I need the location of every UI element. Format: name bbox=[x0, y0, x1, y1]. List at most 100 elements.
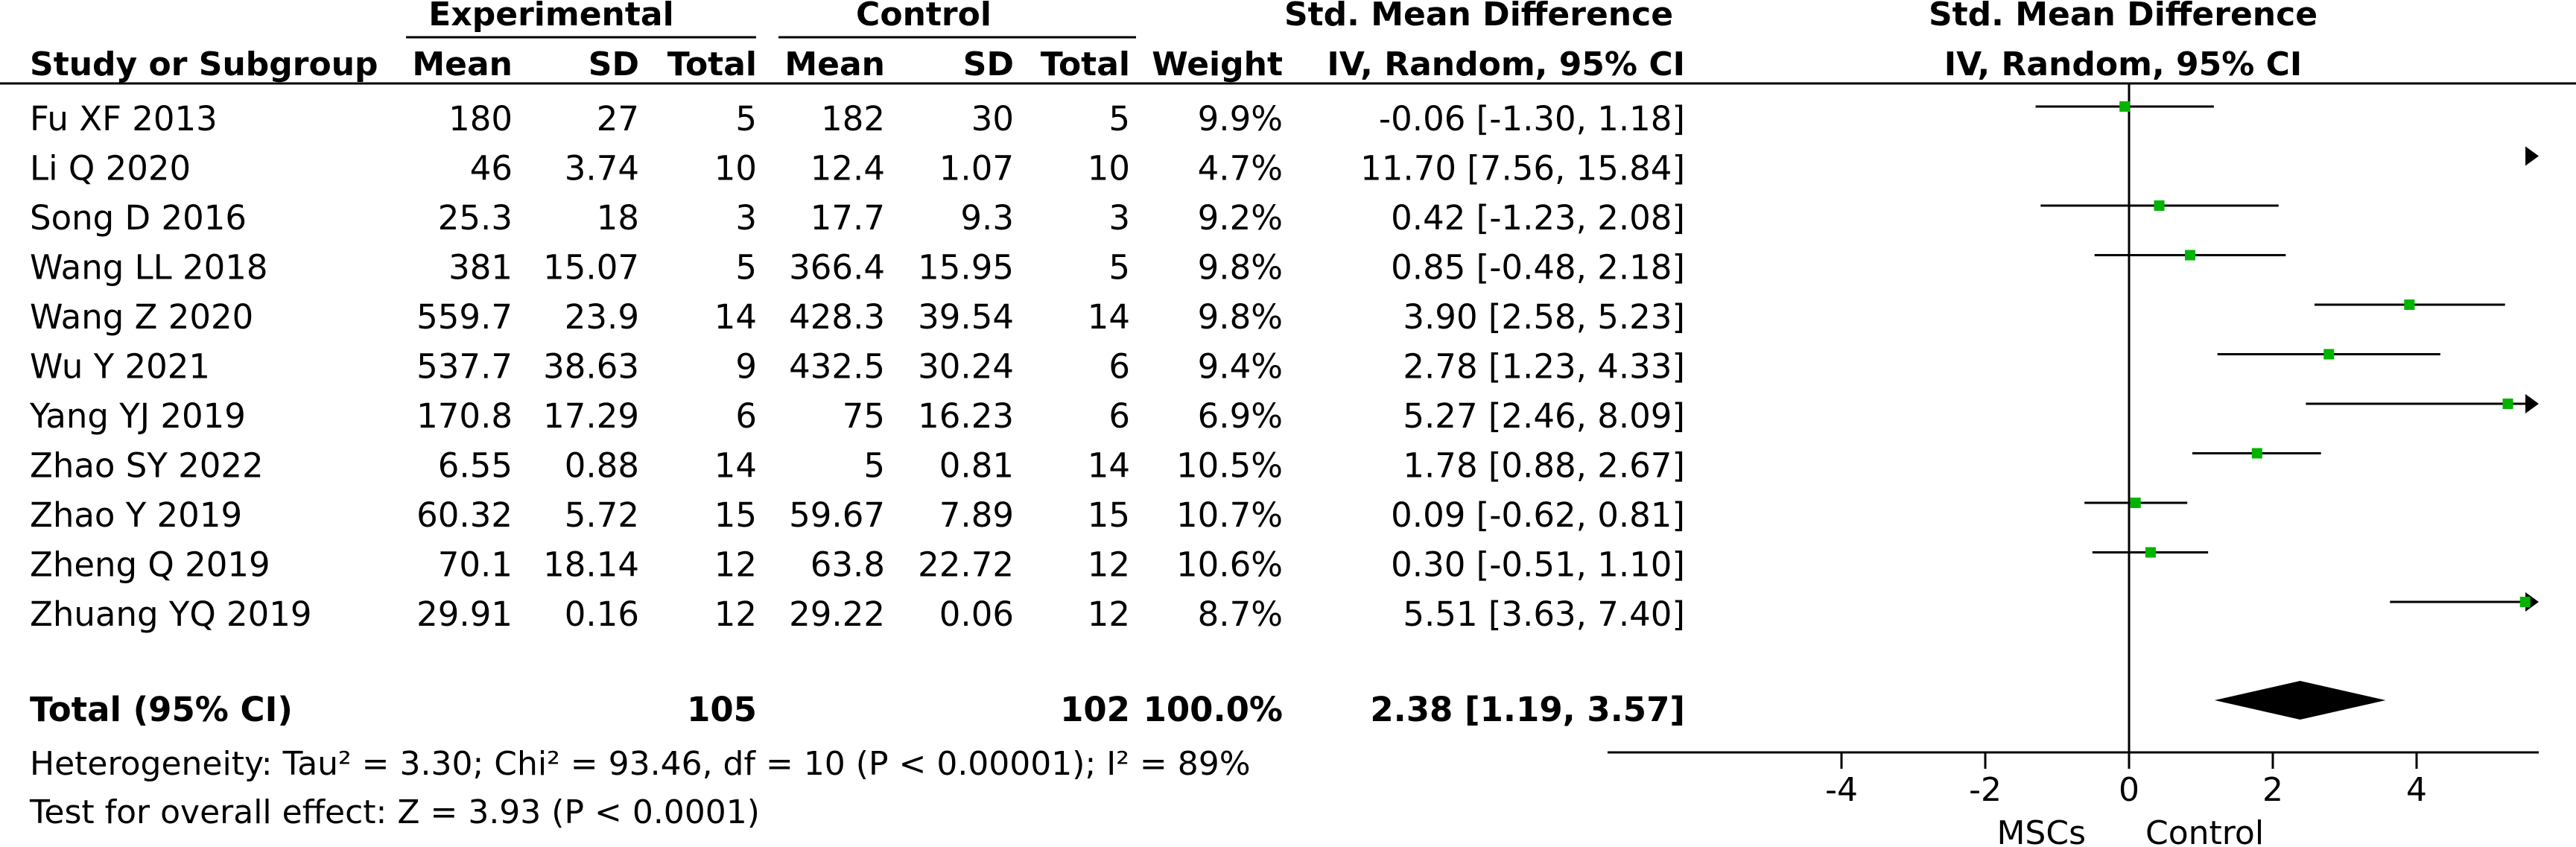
row-sd-c: 9.3 bbox=[960, 198, 1014, 238]
header-experimental: Experimental bbox=[428, 0, 673, 34]
total-ci-text: 2.38 [1.19, 3.57] bbox=[1370, 690, 1685, 729]
row-mean-e: 170.8 bbox=[416, 396, 513, 436]
header-mean-c: Mean bbox=[784, 45, 885, 83]
row-mean-e: 25.3 bbox=[438, 198, 513, 238]
row-sd-e: 0.16 bbox=[565, 594, 639, 634]
study-square bbox=[2519, 597, 2531, 607]
header-total-e: Total bbox=[667, 45, 757, 83]
row-sd-e: 17.29 bbox=[543, 396, 639, 436]
x-tick-label: -2 bbox=[1969, 771, 2002, 809]
row-mean-e: 381 bbox=[448, 248, 513, 288]
row-total-c: 12 bbox=[1088, 594, 1130, 634]
row-sd-e: 5.72 bbox=[565, 495, 639, 535]
row-sd-e: 3.74 bbox=[565, 149, 639, 188]
header-ci-right: IV, Random, 95% CI bbox=[1944, 45, 2303, 83]
row-sd-e: 15.07 bbox=[543, 248, 639, 288]
total-weight: 100.0% bbox=[1143, 690, 1283, 729]
total-total-c: 102 bbox=[1060, 690, 1130, 729]
row-mean-e: 6.55 bbox=[438, 446, 513, 486]
row-mean-c: 5 bbox=[863, 446, 885, 486]
row-mean-c: 432.5 bbox=[789, 347, 885, 387]
row-total-c: 10 bbox=[1088, 149, 1130, 188]
row-study-name: Wang LL 2018 bbox=[30, 248, 268, 288]
axis-label-left: MSCs bbox=[1996, 814, 2086, 847]
total-total-e: 105 bbox=[687, 690, 757, 729]
row-mean-e: 29.91 bbox=[416, 594, 513, 634]
row-mean-e: 180 bbox=[448, 99, 513, 139]
header-weight: Weight bbox=[1152, 45, 1283, 83]
pooled-diamond bbox=[2214, 681, 2386, 720]
row-weight: 10.6% bbox=[1176, 545, 1283, 585]
row-weight: 4.7% bbox=[1198, 149, 1283, 188]
row-total-e: 14 bbox=[714, 446, 757, 486]
ci-arrow bbox=[2525, 394, 2539, 413]
row-mean-e: 537.7 bbox=[416, 347, 513, 387]
row-ci-text: 2.78 [1.23, 4.33] bbox=[1403, 347, 1685, 387]
row-ci-text: 0.85 [-0.48, 2.18] bbox=[1391, 248, 1685, 288]
row-mean-c: 428.3 bbox=[789, 297, 885, 337]
row-total-e: 14 bbox=[714, 297, 757, 337]
row-total-e: 12 bbox=[714, 545, 757, 585]
x-tick-label: 4 bbox=[2406, 771, 2427, 809]
row-weight: 10.5% bbox=[1176, 446, 1283, 486]
row-sd-c: 15.95 bbox=[918, 248, 1014, 288]
row-total-c: 14 bbox=[1088, 297, 1130, 337]
row-sd-e: 23.9 bbox=[565, 297, 639, 337]
row-mean-c: 59.67 bbox=[789, 495, 885, 535]
header-smd-right: Std. Mean Difference bbox=[1929, 0, 2318, 34]
row-study-name: Yang YJ 2019 bbox=[29, 396, 246, 436]
row-ci-text: 5.51 [3.63, 7.40] bbox=[1403, 594, 1685, 634]
row-weight: 9.9% bbox=[1198, 99, 1283, 139]
row-sd-e: 27 bbox=[597, 99, 639, 139]
row-ci-text: 0.09 [-0.62, 0.81] bbox=[1391, 495, 1685, 535]
study-rows: Fu XF 2013 180 27 5 182 30 5 9.9% -0.06 [-1.30, … bbox=[29, 99, 1685, 634]
row-mean-e: 60.32 bbox=[416, 495, 513, 535]
row-ci-text: 0.42 [-1.23, 2.08] bbox=[1391, 198, 1685, 238]
row-mean-c: 29.22 bbox=[789, 594, 885, 634]
row-total-c: 14 bbox=[1088, 446, 1130, 486]
heterogeneity-text: Heterogeneity: Tau² = 3.30; Chi² = 93.46… bbox=[30, 745, 1251, 783]
row-study-name: Wang Z 2020 bbox=[30, 297, 253, 337]
row-study-name: Fu XF 2013 bbox=[30, 99, 218, 139]
header-control: Control bbox=[856, 0, 992, 34]
x-tick-label: 0 bbox=[2119, 771, 2139, 809]
study-square bbox=[2323, 349, 2335, 360]
row-mean-e: 46 bbox=[470, 149, 513, 188]
x-tick-label: -4 bbox=[1825, 771, 1858, 809]
row-mean-c: 366.4 bbox=[789, 248, 885, 288]
row-ci-text: 5.27 [2.46, 8.09] bbox=[1403, 396, 1685, 436]
row-mean-c: 17.7 bbox=[810, 198, 885, 238]
row-study-name: Zhao SY 2022 bbox=[30, 446, 264, 486]
row-weight: 9.2% bbox=[1198, 198, 1283, 238]
row-total-e: 12 bbox=[714, 594, 757, 634]
axis-label-right: Control bbox=[2145, 814, 2264, 847]
row-mean-c: 63.8 bbox=[810, 545, 885, 585]
row-total-e: 3 bbox=[735, 198, 757, 238]
row-weight: 9.4% bbox=[1198, 347, 1283, 387]
row-weight: 9.8% bbox=[1198, 297, 1283, 337]
row-sd-e: 38.63 bbox=[543, 347, 639, 387]
row-sd-c: 16.23 bbox=[918, 396, 1014, 436]
study-square bbox=[2502, 399, 2513, 409]
study-square bbox=[2145, 547, 2156, 558]
header-mean-e: Mean bbox=[412, 45, 513, 83]
row-study-name: Wu Y 2021 bbox=[30, 347, 210, 387]
study-square bbox=[2154, 200, 2165, 211]
header-smd-left: Std. Mean Difference bbox=[1284, 0, 1673, 34]
row-sd-c: 1.07 bbox=[939, 149, 1014, 188]
row-weight: 10.7% bbox=[1176, 495, 1283, 535]
row-total-e: 15 bbox=[714, 495, 757, 535]
row-mean-c: 75 bbox=[843, 396, 885, 436]
row-total-c: 3 bbox=[1108, 198, 1130, 238]
study-square bbox=[2185, 250, 2196, 261]
row-study-name: Zheng Q 2019 bbox=[30, 545, 270, 585]
row-weight: 6.9% bbox=[1198, 396, 1283, 436]
row-study-name: Li Q 2020 bbox=[30, 149, 191, 188]
header-sd-c: SD bbox=[963, 45, 1014, 83]
row-sd-c: 22.72 bbox=[918, 545, 1014, 585]
row-ci-text: 3.90 [2.58, 5.23] bbox=[1403, 297, 1685, 337]
row-sd-c: 30.24 bbox=[918, 347, 1014, 387]
row-sd-e: 18.14 bbox=[543, 545, 639, 585]
row-sd-e: 18 bbox=[597, 198, 639, 238]
